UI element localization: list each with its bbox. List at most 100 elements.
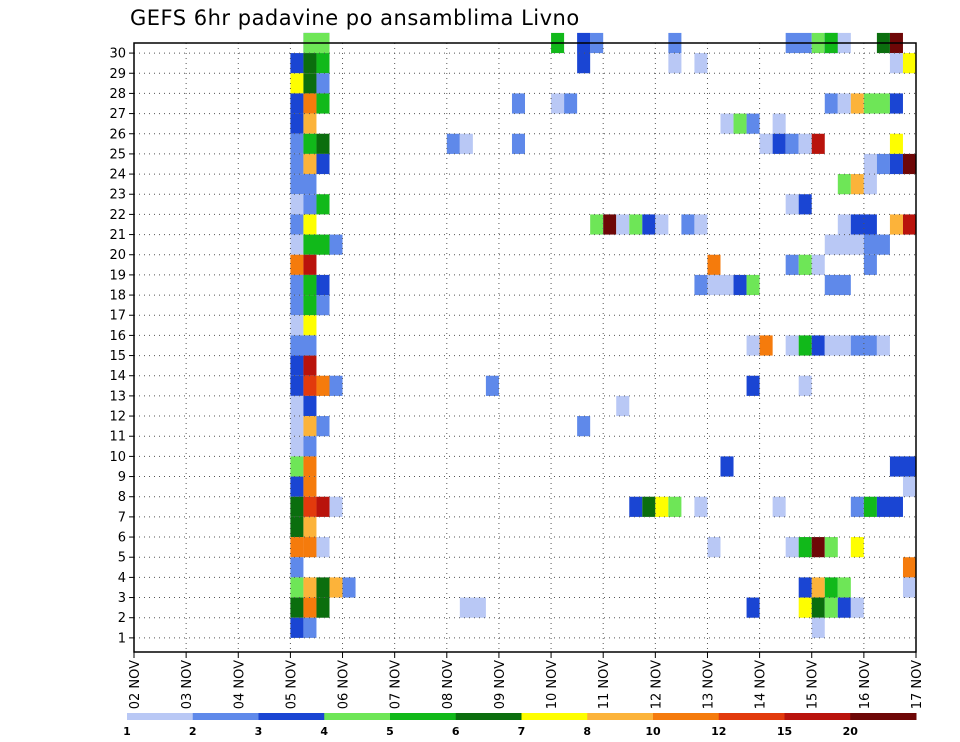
y-tick-label: 18	[109, 289, 126, 304]
heatmap-cell	[316, 416, 330, 437]
heatmap-cell	[863, 153, 877, 175]
heatmap-cell	[785, 194, 799, 215]
heatmap-cell	[785, 254, 799, 275]
colorbar-segment	[324, 713, 391, 720]
heatmap-cell	[902, 153, 916, 175]
colorbar-label: 8	[583, 725, 591, 738]
colorbar-segment	[390, 713, 457, 720]
heatmap-cell	[824, 274, 851, 296]
x-tick-label: 02 NOV	[128, 660, 143, 709]
colorbar-segment	[653, 713, 720, 720]
heatmap-cell	[616, 214, 630, 235]
heatmap-cell	[511, 93, 525, 114]
y-tick-label: 24	[109, 168, 126, 183]
heatmap-cell	[759, 335, 773, 356]
y-tick-label: 11	[109, 430, 126, 445]
heatmap-cell	[889, 53, 903, 74]
heatmap-cell	[798, 194, 812, 215]
heatmap-cell	[642, 214, 656, 235]
y-tick-label: 23	[109, 188, 126, 203]
heatmap-cell	[902, 557, 916, 578]
heatmap-cell	[316, 537, 330, 558]
heatmap-cell	[850, 93, 864, 114]
colorbar-segment	[455, 713, 522, 720]
heatmap-cell	[316, 93, 330, 114]
colorbar-label: 2	[189, 725, 197, 738]
heatmap-cell	[303, 295, 317, 316]
heatmap-cell	[329, 496, 343, 517]
heatmap-cell	[811, 335, 825, 356]
heatmap-cell	[303, 93, 317, 114]
heatmap-cell	[303, 395, 317, 417]
colorbar-label: 7	[518, 725, 526, 738]
heatmap-cell	[772, 113, 786, 134]
heatmap-cell	[824, 335, 851, 356]
heatmap-cell	[303, 53, 317, 74]
y-tick-label: 21	[109, 228, 126, 243]
heatmap-cell	[303, 516, 317, 538]
heatmap-cell	[459, 597, 486, 618]
y-tick-label: 26	[109, 127, 126, 142]
y-tick-label: 17	[109, 309, 126, 324]
heatmap-cell	[798, 597, 812, 618]
colorbar-label: 6	[452, 725, 460, 738]
heatmap-cell	[850, 597, 864, 618]
heatmap-cell	[590, 214, 604, 235]
y-tick-label: 19	[109, 268, 126, 283]
plot-border	[133, 42, 917, 653]
heatmap-cell	[303, 617, 317, 638]
heatmap-cell	[785, 133, 799, 154]
heatmap-cell	[316, 194, 330, 215]
colorbar-segment	[784, 713, 851, 720]
y-tick-label: 2	[118, 611, 126, 626]
x-tick-label: 14 NOV	[754, 660, 769, 709]
heatmap-cell	[863, 254, 877, 275]
colorbar-segment	[587, 713, 654, 720]
y-tick-label: 7	[118, 510, 126, 525]
heatmap-cell	[668, 496, 682, 517]
heatmap-cell	[290, 416, 304, 437]
heatmap-cell	[316, 274, 330, 296]
heatmap-cell	[316, 375, 330, 396]
heatmap-cell	[511, 133, 525, 154]
y-tick-label: 8	[118, 490, 126, 505]
heatmap-cell	[303, 113, 317, 134]
x-tick-label: 16 NOV	[858, 660, 873, 709]
heatmap-cell	[785, 537, 799, 558]
heatmap-cell	[316, 153, 330, 175]
heatmap-cell	[850, 174, 864, 195]
y-tick-label: 4	[118, 571, 126, 586]
heatmap-cell	[290, 496, 304, 517]
heatmap-cell	[329, 234, 343, 255]
colorbar-segment	[718, 713, 785, 720]
heatmap-cell	[902, 476, 916, 497]
heatmap-cell	[290, 617, 304, 638]
x-tick-label: 06 NOV	[337, 660, 352, 709]
heatmap-cell	[303, 577, 317, 598]
heatmap-cell	[733, 274, 747, 296]
colorbar-label: 12	[711, 725, 726, 738]
chart-title: GEFS 6hr padavine po ansamblima Livno	[130, 6, 580, 30]
heatmap-cell	[798, 335, 812, 356]
heatmap-cell	[316, 73, 330, 94]
heatmap-cell	[655, 214, 669, 235]
heatmap-cell	[811, 254, 825, 275]
heatmap-cell	[655, 496, 669, 517]
heatmap-cell	[316, 133, 330, 154]
heatmap-cell	[720, 113, 734, 134]
y-tick-label: 3	[118, 591, 126, 606]
heatmap-cell	[303, 436, 317, 457]
heatmap-cell	[303, 476, 317, 497]
x-tick-label: 13 NOV	[701, 660, 716, 709]
heatmap-cell	[303, 315, 317, 336]
heatmap-cell	[759, 133, 773, 154]
heatmap-cell	[303, 274, 317, 296]
heatmap-cell	[824, 93, 838, 114]
heatmap-cell	[303, 355, 317, 376]
heatmap-cell	[446, 133, 460, 154]
x-tick-label: 09 NOV	[493, 660, 508, 709]
heatmap-cell	[720, 456, 734, 477]
heatmap-cells	[290, 32, 916, 638]
heatmap-cell	[746, 375, 760, 396]
